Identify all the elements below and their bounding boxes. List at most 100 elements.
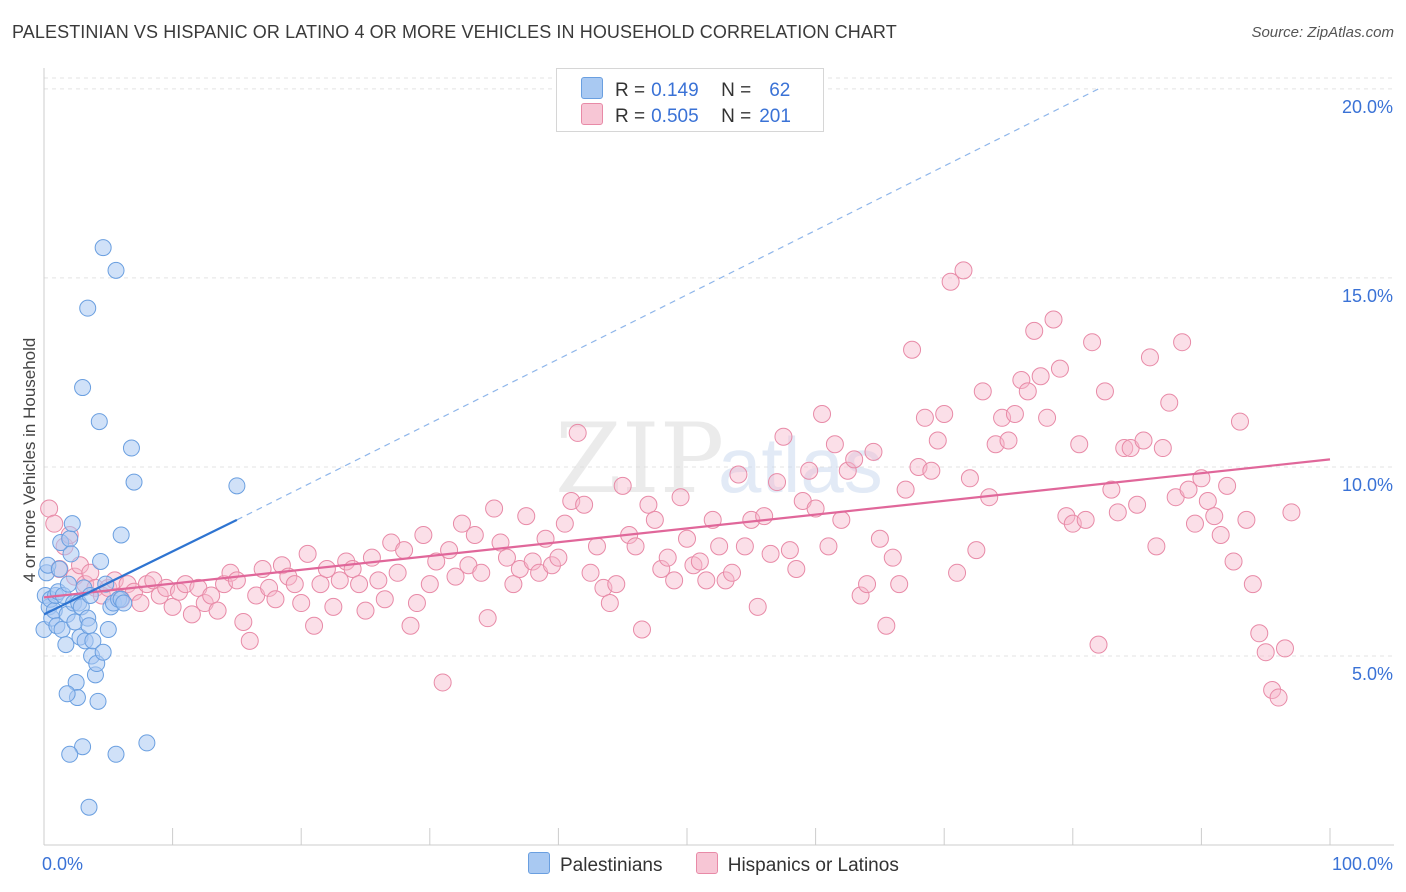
data-point-hispanic [1083,333,1102,352]
data-point-palestinian [138,734,156,752]
data-point-hispanic [575,495,594,514]
data-point-hispanic [407,594,426,613]
data-point-hispanic [1173,333,1192,352]
data-point-hispanic [388,563,407,582]
data-point-hispanic [845,450,864,469]
data-point-hispanic [710,537,729,556]
data-point-hispanic [832,510,851,529]
data-point-hispanic [401,616,420,635]
data-point-hispanic [504,575,523,594]
x-tick-label-max: 100.0% [1332,854,1393,874]
data-point-hispanic [671,488,690,507]
data-point-palestinian [99,621,117,639]
hispanics-swatch [581,103,603,125]
data-point-hispanic [1237,510,1256,529]
data-point-palestinian [80,617,98,635]
data-point-hispanic [1160,393,1179,412]
data-point-hispanic [780,541,799,560]
data-point-hispanic [150,586,169,605]
data-point-hispanic [761,544,780,563]
data-point-palestinian [58,685,76,703]
data-point-hispanic [1044,310,1063,329]
data-point-hispanic [1211,526,1230,544]
data-point-hispanic [626,537,645,556]
y-tick-label: 20.0% [1342,97,1393,117]
data-point-hispanic [375,590,394,609]
data-point-hispanic [1108,503,1127,522]
data-point-hispanic [491,533,510,552]
data-point-hispanic [272,556,291,575]
data-point-hispanic [941,272,960,291]
tick-labels: 5.0% 10.0% 15.0% 20.0% 0.0% 100.0% [42,97,1393,874]
data-point-hispanic [800,461,819,480]
data-point-hispanic [1038,408,1057,427]
data-point-palestinian [89,692,107,710]
data-point-palestinian [112,526,130,544]
data-point-hispanic [581,563,600,582]
data-point-hispanic [645,510,664,529]
data-point-hispanic [652,560,671,579]
data-point-hispanic [1128,495,1147,514]
r-label: R = [615,80,646,101]
n-label: N = [721,106,752,127]
data-point-hispanic [260,578,279,597]
n-value: 62 [769,80,791,101]
zipatlas-watermark: ZIP atlas [555,403,883,515]
data-point-palestinian [57,636,75,654]
data-point-hispanic [1250,624,1269,643]
data-point-hispanic [465,526,484,544]
legend-item-palestinians[interactable]: Palestinians [528,852,662,877]
data-point-hispanic [607,575,626,594]
data-point-hispanic [298,544,317,563]
data-point-hispanic [427,552,446,571]
data-point-hispanic [1025,321,1044,340]
data-point-hispanic [967,541,986,560]
data-point-hispanic [870,529,889,548]
y-tick-label: 15.0% [1342,286,1393,306]
data-point-palestinian [92,552,110,570]
data-point-hispanic [311,575,330,594]
data-point-hispanic [240,631,259,650]
data-point-hispanic [1134,431,1153,450]
gridlines [44,77,1394,657]
data-point-hispanic [330,571,349,590]
data-point-hispanic [851,586,870,605]
data-point-hispanic [1205,507,1224,526]
y-tick-label: 5.0% [1352,664,1393,684]
data-point-hispanic [948,563,967,582]
y-axis-label: 4 or more Vehicles in Household [20,337,39,583]
legend-item-hispanics[interactable]: Hispanics or Latinos [695,852,899,877]
data-point-hispanic [1275,639,1294,658]
axes [43,68,1394,846]
legend: Palestinians Hispanics or Latinos [528,852,927,877]
data-point-palestinian [107,261,125,279]
data-point-hispanic [517,507,536,526]
data-point-hispanic [1218,476,1237,495]
stats-row-hispanics: R = 0.505 N = 201 [581,103,791,127]
data-point-hispanic [587,537,606,556]
data-point-hispanic [1269,688,1288,707]
data-point-hispanic [324,597,343,616]
trend-line-hispanics [43,458,1331,599]
data-point-hispanic [1012,371,1031,389]
data-point-palestinian [107,745,125,763]
data-point-palestinian [50,560,68,578]
data-point-hispanic [896,480,915,499]
data-point-hispanic [350,575,369,594]
data-point-hispanic [723,563,742,582]
data-point-hispanic [729,465,748,484]
legend-label-palestinians: Palestinians [560,855,663,876]
series-palestinians [35,239,246,816]
data-point-hispanic [555,514,574,533]
data-point-hispanic [639,495,658,514]
data-point-hispanic [292,594,311,613]
data-point-hispanic [1102,480,1121,499]
stats-row-palestinians: R = 0.149 N = 62 [581,77,790,101]
data-point-palestinian [84,632,102,650]
source-label: Source: ZipAtlas.com [1251,24,1394,41]
data-point-hispanic [935,405,954,424]
data-point-hispanic [266,590,285,609]
data-point-hispanic [414,526,433,544]
data-point-hispanic [234,612,253,631]
